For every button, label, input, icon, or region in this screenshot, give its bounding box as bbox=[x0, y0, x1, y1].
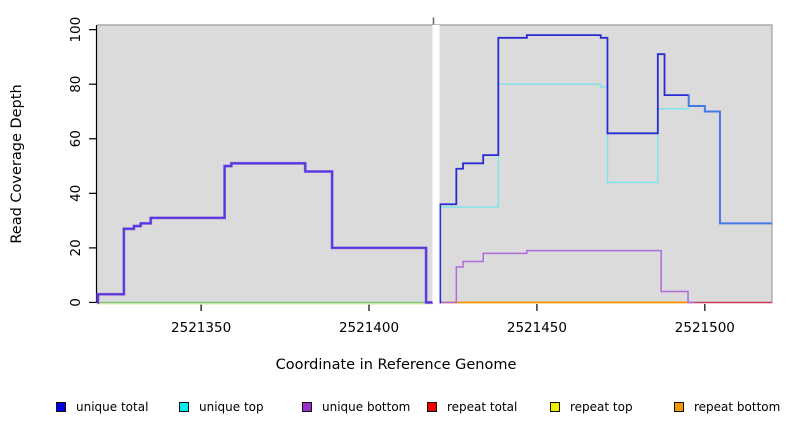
legend-swatch-repeat-total bbox=[427, 402, 437, 412]
legend-item-unique-total: unique total bbox=[56, 399, 148, 415]
x-axis-title: Coordinate in Reference Genome bbox=[275, 357, 517, 373]
x-tick-label: 2521400 bbox=[339, 320, 399, 336]
legend-label: repeat top bbox=[570, 400, 633, 414]
series-line-unique-total bbox=[97, 162, 433, 304]
legend-label: unique total bbox=[76, 400, 149, 414]
legend-item-repeat-total: repeat total bbox=[427, 399, 517, 415]
legend-item-repeat-top: repeat top bbox=[550, 399, 633, 415]
y-tick-label: 0 bbox=[68, 298, 84, 307]
series-line-unique-bottom bbox=[439, 249, 695, 304]
legend-label: repeat total bbox=[447, 400, 518, 414]
legend-item-unique-bottom: unique bottom bbox=[302, 399, 410, 415]
legend-swatch-unique-total bbox=[56, 402, 66, 412]
y-tick-label: 80 bbox=[68, 76, 84, 93]
legend-label: repeat bottom bbox=[694, 400, 781, 414]
y-tick-label: 20 bbox=[68, 239, 84, 256]
legend-swatch-unique-bottom bbox=[302, 402, 312, 412]
legend-swatch-repeat-top bbox=[550, 402, 560, 412]
panel-border bbox=[97, 24, 773, 303]
y-tick-label: 40 bbox=[68, 185, 84, 202]
legend-swatch-unique-top bbox=[179, 402, 189, 412]
legend-item-unique-top: unique top bbox=[179, 399, 264, 415]
x-tick-label: 2521450 bbox=[507, 320, 567, 336]
y-tick-label: 100 bbox=[68, 17, 84, 43]
series-line-unique-total bbox=[687, 94, 772, 225]
legend-swatch-repeat-bottom bbox=[674, 402, 684, 412]
series-line-unique-total bbox=[439, 34, 689, 304]
y-tick-label: 60 bbox=[68, 130, 84, 147]
no-data-gap bbox=[432, 25, 440, 303]
legend-label: unique top bbox=[199, 400, 264, 414]
legend-item-repeat-bottom: repeat bottom bbox=[674, 399, 780, 415]
legend-label: unique bottom bbox=[322, 400, 411, 414]
x-tick-label: 2521350 bbox=[171, 320, 231, 336]
x-tick-label: 2521500 bbox=[675, 320, 735, 336]
y-axis-title: Read Coverage Depth bbox=[9, 84, 25, 244]
